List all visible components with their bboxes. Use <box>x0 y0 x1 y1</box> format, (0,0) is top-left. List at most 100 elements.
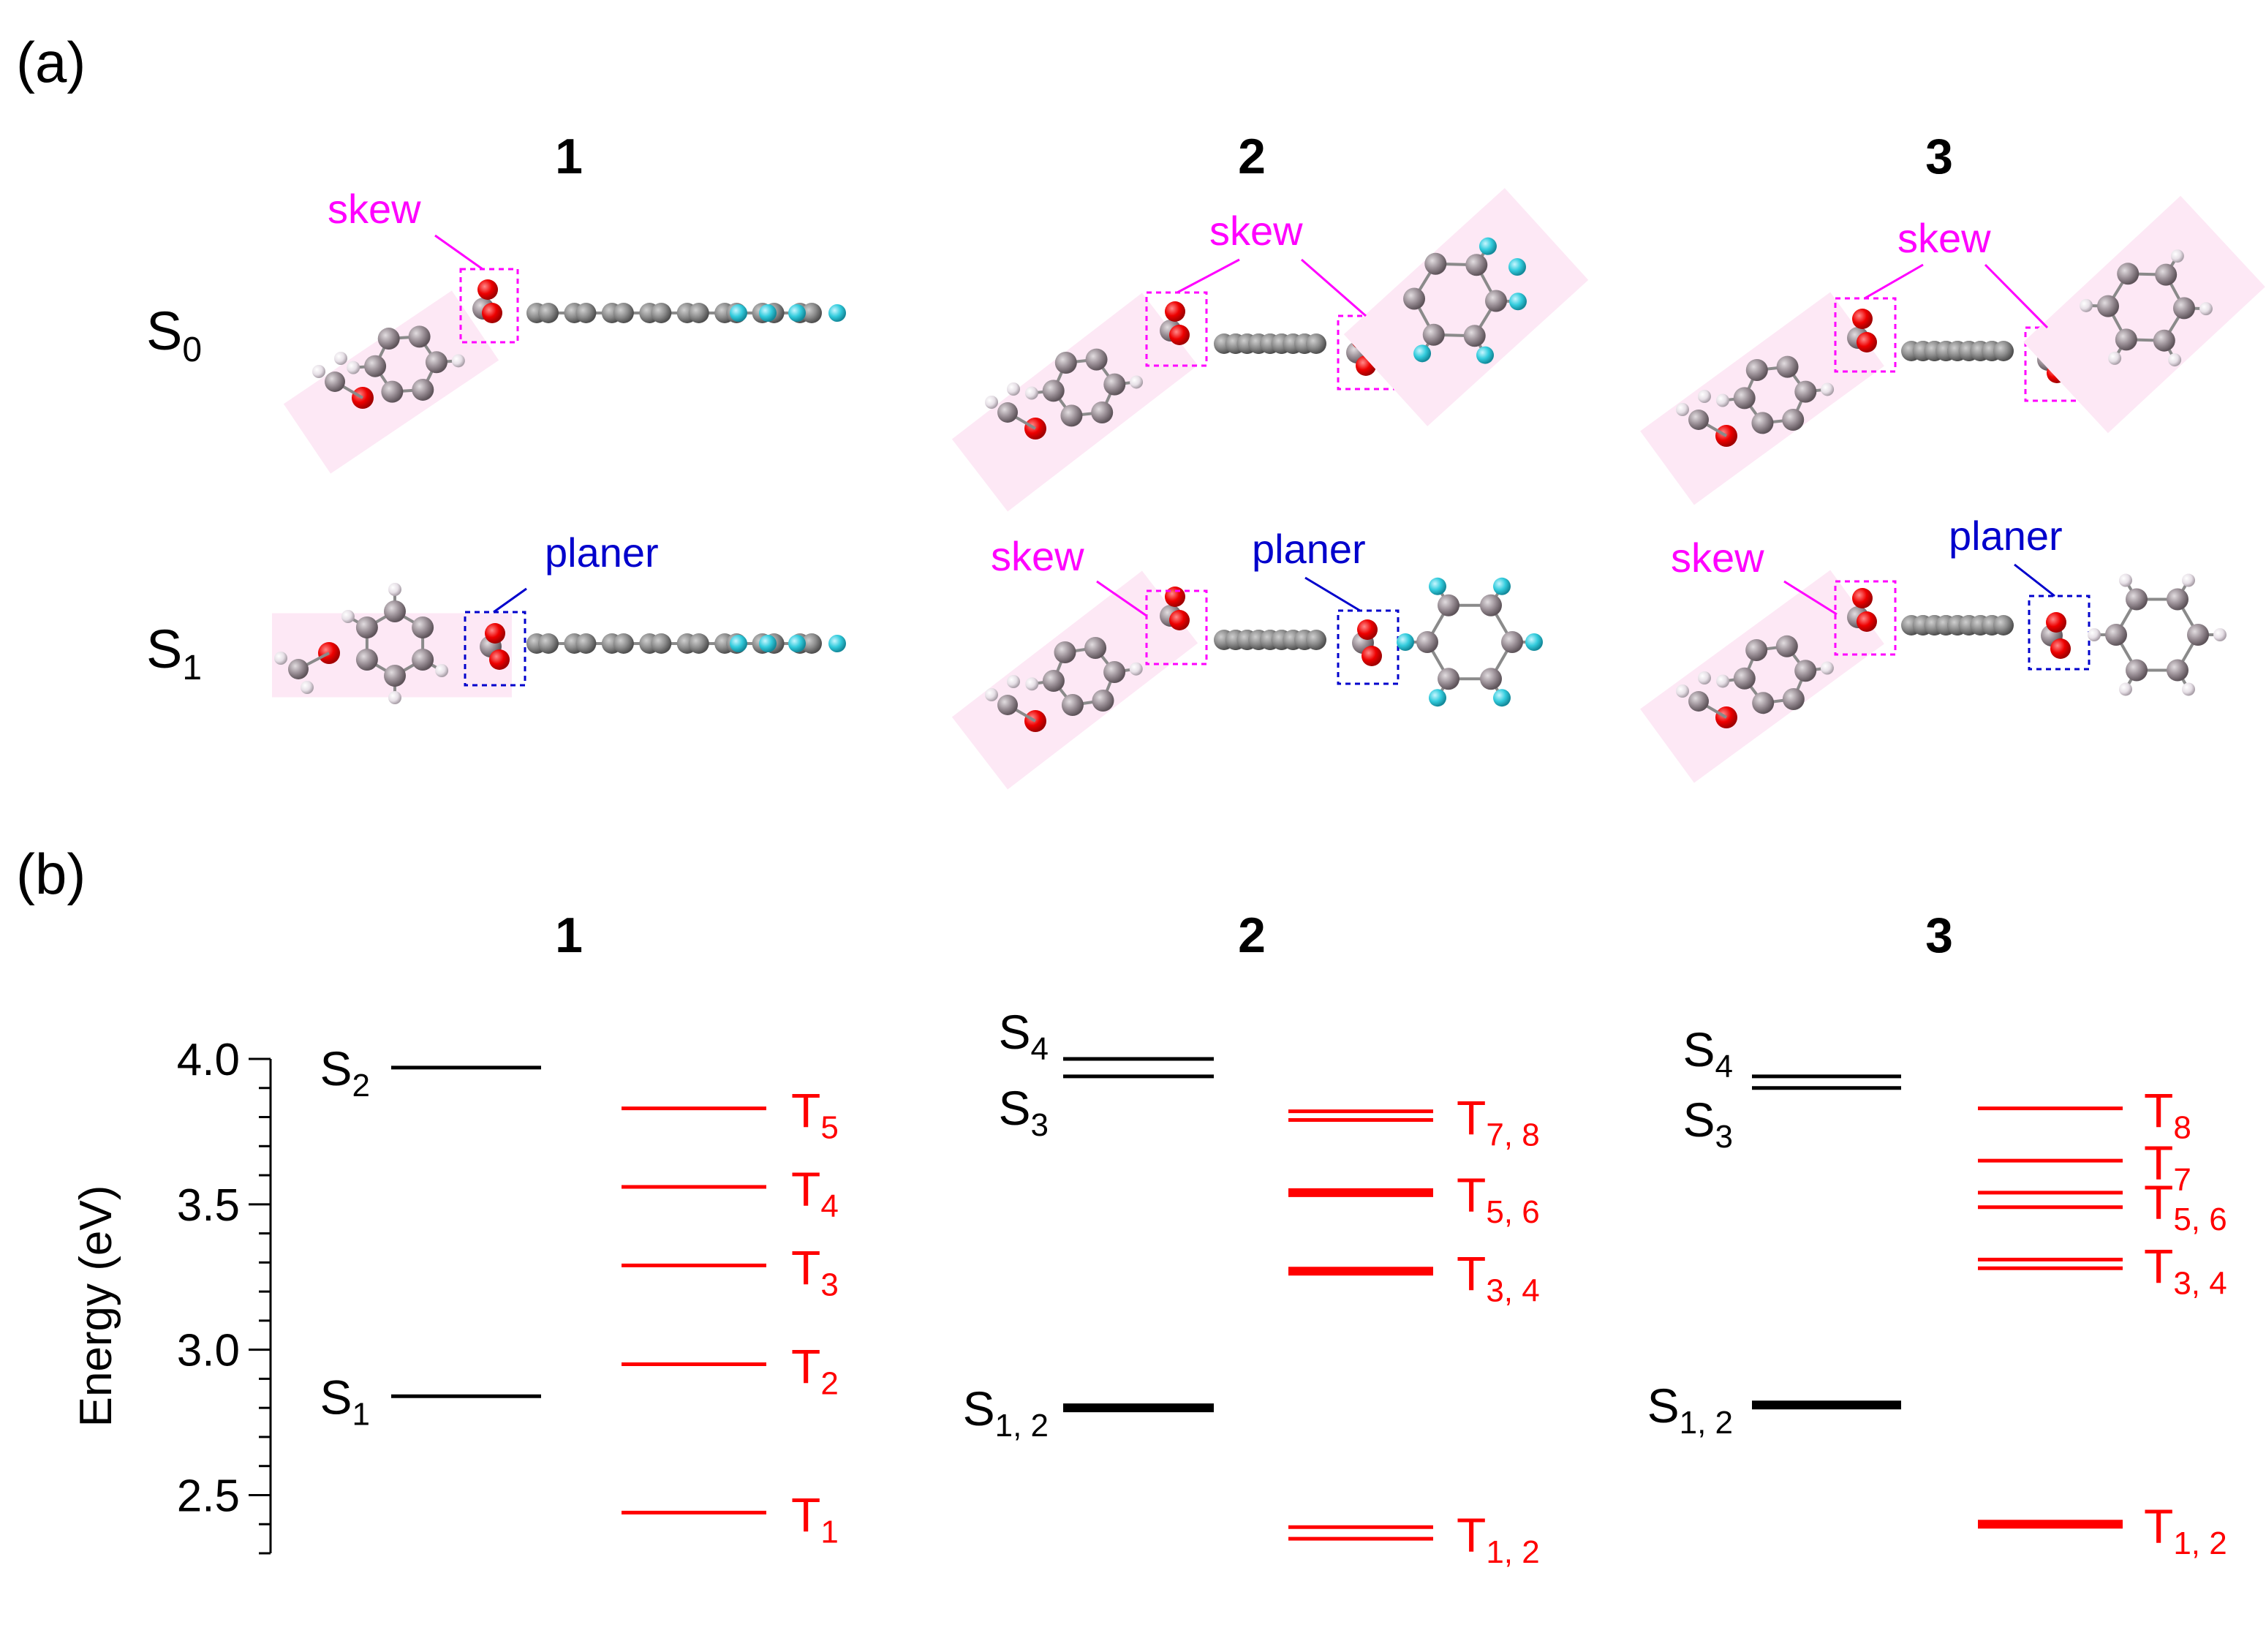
hydrogen-atom <box>1025 677 1039 691</box>
fluorine-atom <box>788 304 806 322</box>
carbon-atom <box>384 665 406 687</box>
carbon-atom <box>997 695 1018 715</box>
carbon-atom <box>1054 352 1077 374</box>
fluorine-atom <box>1508 293 1527 311</box>
callout-line <box>1096 580 1147 617</box>
callout-line <box>434 234 483 271</box>
carbon-atom <box>412 649 434 671</box>
callout-line <box>1984 263 2049 329</box>
panel-b-column-1: 1 <box>555 908 583 963</box>
oxygen-atom <box>1357 619 1378 640</box>
hydrogen-atom <box>1676 403 1689 416</box>
chain-carbon-atom <box>575 633 597 654</box>
oxygen-atom <box>1857 611 1877 632</box>
chain-carbon-atom <box>575 303 597 323</box>
hydrogen-atom <box>2119 573 2132 587</box>
singlet-label-S3: S3 <box>998 1081 1049 1143</box>
carbon-atom <box>408 325 431 348</box>
hydrogen-atom <box>2088 628 2101 641</box>
carbon-atom <box>1092 689 1114 712</box>
fluorine-atom <box>1493 577 1511 595</box>
dashed-box <box>459 268 519 344</box>
carbon-atom <box>1042 670 1065 693</box>
oxygen-atom <box>2046 612 2066 633</box>
hydrogen-atom <box>341 610 355 623</box>
callout-line <box>493 587 527 614</box>
callout-line <box>1177 258 1240 294</box>
carbon-atom <box>1480 594 1502 616</box>
hydrogen-atom <box>451 354 465 368</box>
carbon-atom <box>1751 412 1774 434</box>
highlight-band <box>272 613 512 698</box>
fluorine-atom <box>1525 633 1543 651</box>
carbon-atom <box>1484 290 1507 312</box>
singlet-label-S4: S4 <box>998 1005 1049 1067</box>
highlight-band <box>951 570 1198 790</box>
hydrogen-atom <box>388 691 401 704</box>
oxygen-atom <box>482 303 502 323</box>
hydrogen-atom <box>985 688 998 701</box>
fluorine-atom <box>1413 344 1432 363</box>
hydrogen-atom <box>1698 671 1711 684</box>
carbon-atom <box>2187 624 2209 646</box>
panel-b-column-3: 3 <box>1925 908 1953 963</box>
callout-line <box>2014 563 2055 597</box>
chain-carbon-atom <box>801 633 822 654</box>
highlight-band <box>1343 188 1589 426</box>
row-label-s1: S1 <box>146 619 203 687</box>
triplet-label-T2: T2 <box>791 1340 839 1402</box>
panel-a-column-2: 2 <box>1238 129 1266 184</box>
triplet-label-T7: T7 <box>2144 1136 2191 1198</box>
singlet-label-S1: S1 <box>320 1370 370 1432</box>
oxygen-atom <box>1165 301 1185 322</box>
y-axis-title: Energy (eV) <box>71 1185 121 1427</box>
fluorine-atom <box>759 304 777 322</box>
hydrogen-atom <box>1007 675 1020 688</box>
carbon-atom <box>384 600 406 622</box>
triplet-label-T5: T5 <box>791 1084 839 1146</box>
fluorine-atom <box>1493 689 1511 707</box>
oxygen-atom <box>1165 587 1185 607</box>
carbon-atom <box>1745 359 1768 382</box>
hydrogen-atom <box>388 583 401 596</box>
carbon-atom <box>2105 624 2127 646</box>
hydrogen-atom <box>2170 249 2184 263</box>
carbon-atom <box>1084 636 1107 659</box>
carbon-atom <box>288 659 309 679</box>
carbon-atom <box>1422 323 1445 346</box>
carbon-atom <box>1060 404 1083 427</box>
hydrogen-atom <box>1130 375 1144 389</box>
y-tick-label: 2.5 <box>177 1471 240 1521</box>
chain-carbon-atom <box>651 303 672 323</box>
hydrogen-atom <box>347 361 360 374</box>
callout-line <box>1783 580 1838 616</box>
carbon-atom <box>1042 380 1065 402</box>
skew-label: skew <box>1209 208 1303 254</box>
oxygen-atom <box>1852 588 1873 608</box>
oxygen-atom <box>1362 646 1382 666</box>
carbon-atom <box>1465 254 1488 276</box>
oxygen-atom <box>1169 610 1190 630</box>
carbon-atom <box>1424 252 1447 275</box>
chain-carbon-atom <box>688 303 709 323</box>
hydrogen-atom <box>301 681 314 694</box>
fluorine-atom <box>1478 237 1497 255</box>
fluorine-atom <box>828 304 846 322</box>
hydrogen-atom <box>1716 674 1730 688</box>
triplet-label-T78: T7, 8 <box>1457 1091 1540 1153</box>
carbon-atom <box>2126 588 2148 611</box>
carbon-atom <box>2167 659 2188 682</box>
dashed-box <box>1145 589 1208 665</box>
panel-a-column-3: 3 <box>1925 129 1953 184</box>
fluorine-atom <box>1476 346 1495 364</box>
singlet-label-S4: S4 <box>1682 1022 1733 1085</box>
carbon-atom <box>2115 328 2137 351</box>
triplet-label-T12: T1, 2 <box>1457 1508 1540 1570</box>
dashed-box <box>1337 609 1400 685</box>
carbon-atom <box>2097 295 2120 317</box>
carbon-atom <box>1061 694 1084 717</box>
carbon-atom <box>1776 355 1799 378</box>
carbon-atom <box>364 355 387 377</box>
